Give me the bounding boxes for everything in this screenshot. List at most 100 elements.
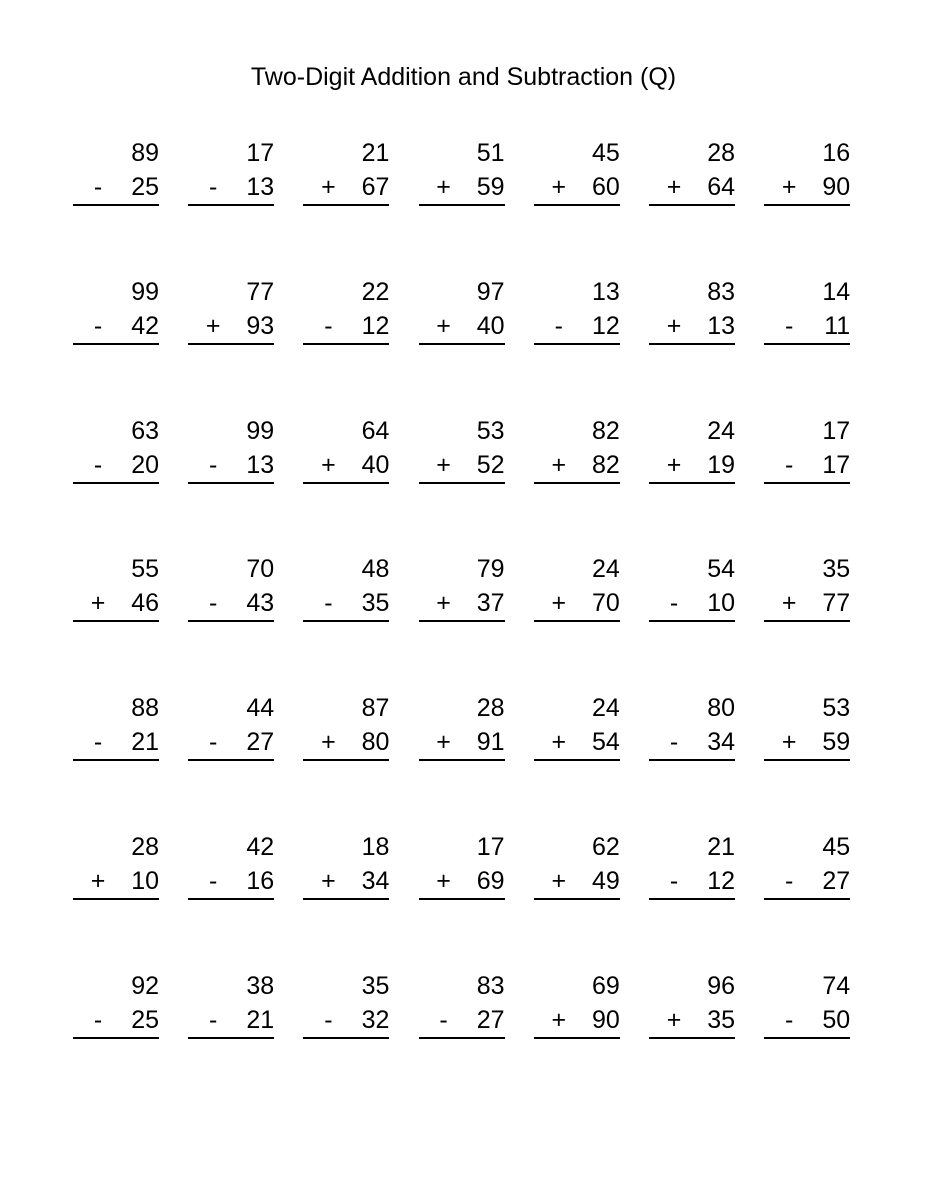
problem: 88-21 bbox=[73, 691, 159, 762]
answer-line: +46 bbox=[73, 586, 159, 623]
operator: + bbox=[551, 1005, 567, 1034]
second-number: 91 bbox=[476, 728, 505, 757]
first-number: 74 bbox=[822, 971, 851, 1000]
answer-line: -16 bbox=[188, 864, 275, 900]
operator: + bbox=[436, 867, 451, 895]
answer-line: -32 bbox=[303, 1003, 390, 1039]
first-number: 17 bbox=[246, 139, 275, 167]
problem: 99-42 bbox=[73, 275, 159, 345]
problem: 24 +70 bbox=[533, 552, 620, 623]
answer-line: +34 bbox=[303, 864, 390, 900]
problem: 55 +46 bbox=[73, 552, 159, 623]
operator: - bbox=[93, 450, 103, 479]
answer-line: -10 bbox=[649, 586, 735, 623]
answer-line: +59 bbox=[418, 170, 505, 206]
second-number: 60 bbox=[591, 173, 620, 201]
answer-line: -27 bbox=[764, 864, 851, 900]
problem: 83 +13 bbox=[649, 275, 735, 345]
operator: - bbox=[209, 589, 218, 618]
operator: + bbox=[781, 173, 797, 201]
answer-line: +35 bbox=[649, 1003, 735, 1039]
problem: 79 +37 bbox=[418, 552, 505, 623]
operator: - bbox=[324, 589, 333, 618]
answer-line: -12 bbox=[533, 309, 620, 345]
answer-line: +82 bbox=[533, 448, 620, 484]
operator: + bbox=[321, 867, 336, 895]
problem: 14- 11 bbox=[764, 275, 851, 345]
operator: + bbox=[90, 589, 106, 618]
answer-line: +77 bbox=[764, 586, 851, 623]
answer-line: +91 bbox=[418, 725, 505, 762]
first-number: 89 bbox=[131, 139, 159, 167]
second-number: 59 bbox=[476, 173, 505, 201]
problem: 96 +35 bbox=[649, 969, 735, 1039]
problem: 77 +93 bbox=[188, 275, 275, 345]
first-number: 28 bbox=[707, 139, 735, 167]
problem: 22-12 bbox=[303, 275, 390, 345]
worksheet-title: Two-Digit Addition and Subtraction (Q) bbox=[250, 63, 677, 91]
answer-line: +40 bbox=[418, 309, 505, 345]
operator: + bbox=[551, 173, 567, 201]
operator: - bbox=[785, 450, 794, 479]
operator: - bbox=[785, 867, 794, 895]
first-number: 54 bbox=[707, 555, 735, 584]
problem: 45 -27 bbox=[764, 830, 851, 900]
second-number: 12 bbox=[361, 311, 390, 340]
second-number: 34 bbox=[707, 728, 735, 757]
first-number: 99 bbox=[131, 277, 159, 306]
second-number: 67 bbox=[361, 173, 390, 201]
answer-line: +69 bbox=[418, 864, 505, 900]
operator: + bbox=[90, 867, 106, 895]
second-number: 13 bbox=[707, 311, 735, 340]
first-number: 16 bbox=[822, 139, 851, 167]
operator: + bbox=[781, 728, 797, 757]
second-number: 19 bbox=[707, 450, 735, 479]
operator: + bbox=[436, 450, 451, 479]
first-number: 87 bbox=[361, 694, 390, 723]
first-number: 21 bbox=[707, 833, 735, 861]
operator: + bbox=[321, 728, 336, 757]
first-number: 13 bbox=[591, 277, 620, 306]
answer-line: +49 bbox=[533, 864, 620, 900]
answer-line: -50 bbox=[764, 1003, 851, 1039]
operator: - bbox=[209, 1005, 218, 1034]
answer-line: +13 bbox=[649, 309, 735, 345]
answer-line: -25 bbox=[73, 170, 159, 206]
answer-line: +70 bbox=[533, 586, 620, 623]
first-number: 63 bbox=[131, 416, 159, 445]
problem: 80-34 bbox=[649, 691, 735, 762]
problem: 97 +40 bbox=[418, 275, 505, 345]
answer-line: +90 bbox=[533, 1003, 620, 1039]
answer-line: -20 bbox=[73, 448, 159, 484]
problem: 62 +49 bbox=[533, 830, 620, 900]
operator: - bbox=[554, 311, 563, 340]
answer-line: -13 bbox=[188, 448, 275, 484]
first-number: 92 bbox=[131, 971, 159, 1000]
operator: - bbox=[93, 173, 103, 201]
first-number: 97 bbox=[476, 277, 505, 306]
second-number: 90 bbox=[822, 173, 851, 201]
second-number: 77 bbox=[822, 589, 851, 618]
answer-line: -13 bbox=[188, 170, 275, 206]
problem: 74-50 bbox=[764, 969, 851, 1039]
problem: 35 +77 bbox=[764, 552, 851, 623]
problem: 44-27 bbox=[188, 691, 275, 762]
answer-line: +37 bbox=[418, 586, 505, 623]
first-number: 14 bbox=[822, 277, 851, 306]
answer-line: -21 bbox=[188, 1003, 275, 1039]
problem: 64 +40 bbox=[303, 414, 390, 484]
answer-line: -17 bbox=[764, 448, 851, 484]
operator: - bbox=[209, 450, 218, 479]
second-number: 90 bbox=[591, 1005, 620, 1034]
first-number: 21 bbox=[361, 139, 390, 167]
first-number: 35 bbox=[822, 555, 851, 584]
second-number: 21 bbox=[246, 1005, 275, 1034]
answer-line: -27 bbox=[418, 1003, 505, 1039]
second-number: 27 bbox=[476, 1005, 505, 1034]
problem: 17 +69 bbox=[418, 830, 505, 900]
first-number: 45 bbox=[822, 833, 851, 861]
operator: - bbox=[324, 311, 333, 340]
operator: + bbox=[666, 311, 682, 340]
problem: 63 -20 bbox=[73, 414, 159, 484]
first-number: 69 bbox=[591, 971, 620, 1000]
